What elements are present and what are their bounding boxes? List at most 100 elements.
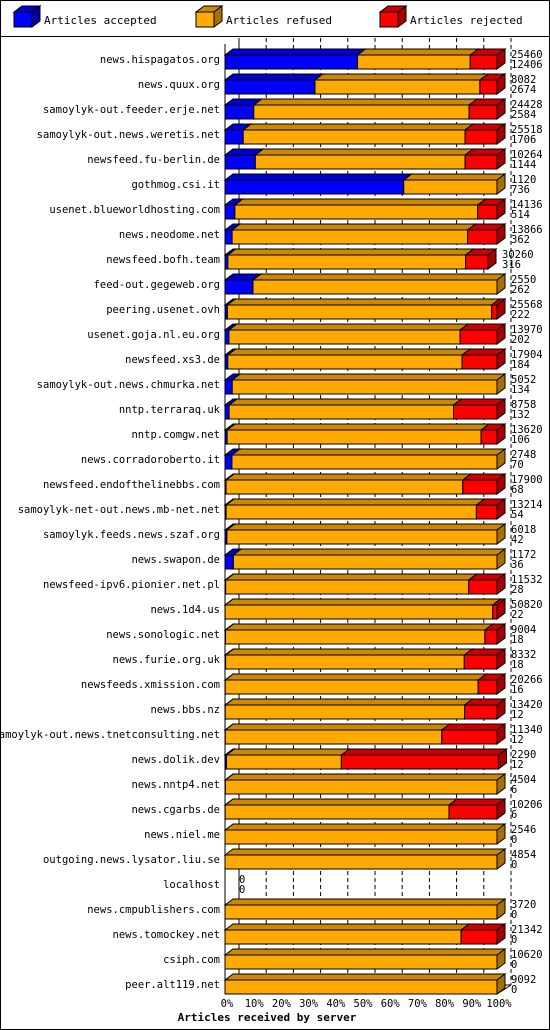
x-tick-label: 30% [299, 998, 319, 1010]
bar-segment-articles-refused-top [224, 623, 495, 631]
accepted-value-label: 0 [511, 859, 517, 871]
total-value-label: 24428 [511, 99, 543, 111]
bar-segment-articles-refused-side [496, 523, 506, 545]
category-label: news.dolik.dev [131, 754, 220, 766]
legend-swatch-articles-accepted-front [13, 11, 33, 28]
bar-segment-articles-rejected [464, 248, 498, 270]
bar-segment-articles-rejected-front [460, 929, 498, 945]
bar-segment-articles-refused-front [357, 54, 471, 70]
bar-segment-articles-rejected [458, 323, 507, 345]
bar-segment-articles-refused [223, 948, 507, 970]
legend-swatch-articles-rejected-side [397, 5, 407, 28]
bar-segment-articles-refused-front [226, 304, 493, 320]
bar-segment-articles-refused-front [231, 379, 498, 395]
bar-segment-articles-accepted-front [224, 554, 234, 570]
total-value-label: 9004 [511, 624, 536, 636]
accepted-value-label: 6 [511, 784, 517, 796]
category-label: news.nntp4.net [131, 779, 220, 791]
accepted-value-label: 6 [511, 809, 517, 821]
bar-segment-articles-rejected-front [441, 729, 498, 745]
bar-segment-articles-refused-top [223, 923, 471, 931]
category-label: news.1d4.us [150, 604, 220, 616]
bar-segment-articles-refused-front [242, 129, 466, 145]
bar-segment-articles-refused-front [314, 79, 481, 95]
bar-segment-articles-rejected-front [464, 154, 498, 170]
bar-segment-articles-refused-side [496, 173, 506, 195]
bar-segment-articles-refused [223, 723, 452, 745]
bar-segment-articles-accepted-front [224, 154, 256, 170]
bar-segment-articles-refused-top [402, 173, 507, 181]
bar-segment-articles-accepted-top [223, 73, 325, 81]
bar-segment-articles-refused-front [225, 629, 486, 645]
bar-segment-articles-accepted [223, 173, 414, 195]
bar-segment-articles-rejected-side [496, 923, 506, 945]
bar-segment-articles-rejected-top [339, 748, 508, 756]
bar-segment-articles-refused-side [496, 973, 506, 995]
bar-segment-articles-refused-top [223, 973, 507, 981]
bar-segment-articles-rejected-front [461, 354, 498, 370]
total-value-label: 11340 [511, 724, 543, 736]
bar-segment-articles-refused [224, 648, 474, 670]
bar-segment-articles-rejected [440, 723, 507, 745]
legend-divider [0, 36, 550, 37]
total-value-label: 10264 [511, 149, 543, 161]
bar-segment-articles-rejected-front [340, 754, 499, 770]
accepted-value-label: 514 [511, 209, 530, 221]
x-tick-label: 70% [408, 998, 428, 1010]
bar-segment-articles-refused [223, 898, 507, 920]
bar-segment-articles-refused [230, 373, 507, 395]
accepted-value-label: 42 [511, 534, 524, 546]
bar-segment-articles-accepted-front [224, 204, 236, 220]
bar-segment-articles-refused-top [223, 598, 503, 606]
category-label: news.tomockey.net [113, 929, 220, 941]
category-label: newsfeed.bofh.team [106, 254, 220, 266]
bar-segment-articles-refused [223, 598, 503, 620]
total-value-label: 5052 [511, 374, 536, 386]
bar-segment-articles-refused [356, 48, 480, 70]
bar-segment-articles-rejected [459, 923, 507, 945]
legend-label-articles-rejected: Articles rejected [410, 14, 523, 27]
bar-segment-articles-rejected-front [467, 229, 498, 245]
bar-segment-articles-refused [227, 398, 464, 420]
total-value-label: 10620 [511, 949, 543, 961]
bar-segment-articles-refused [230, 223, 478, 245]
bar-segment-articles-rejected-top [447, 798, 507, 806]
accepted-value-label: 36 [511, 559, 524, 571]
total-value-label: 25460 [511, 49, 543, 61]
total-value-label: 2546 [511, 824, 536, 836]
bar-segment-articles-refused [223, 973, 507, 995]
legend-swatch-articles-rejected-front [379, 11, 399, 28]
bar-segment-articles-refused [253, 148, 475, 170]
bar-segment-articles-refused [225, 423, 491, 445]
accepted-value-label: 54 [511, 509, 524, 521]
bar-segment-articles-refused-side [496, 548, 506, 570]
bar-segment-articles-rejected-side [496, 223, 506, 245]
bar-segment-articles-refused-front [252, 279, 498, 295]
category-label: samoylyk-out.news.tnetconsulting.net [0, 729, 220, 741]
accepted-value-label: 68 [511, 484, 524, 496]
bar-segment-articles-rejected [491, 598, 507, 620]
bar-segment-articles-rejected-side [487, 248, 497, 270]
category-label: samoylyk-net-out.news.mb-net.net [18, 504, 220, 516]
bar-segment-articles-refused [226, 248, 476, 270]
x-tick-label: 0% [221, 998, 234, 1010]
bar-segment-articles-rejected [476, 198, 507, 220]
category-label: news.swapon.de [131, 554, 220, 566]
bar-segment-articles-refused-top [225, 523, 507, 531]
bar-segment-articles-rejected-front [468, 104, 498, 120]
bar-segment-articles-refused-top [252, 98, 479, 106]
legend-swatch-articles-refused [194, 5, 224, 28]
bar-segment-articles-rejected-side [496, 323, 506, 345]
bar-segment-articles-rejected-front [484, 629, 498, 645]
bar-segment-articles-rejected [463, 698, 507, 720]
category-label: news.corradoroberto.it [81, 454, 220, 466]
category-label: nntp.comgw.net [131, 429, 220, 441]
total-value-label: 2748 [511, 449, 536, 461]
bar-segment-articles-refused-front [224, 829, 498, 845]
accepted-value-label: 184 [511, 359, 530, 371]
category-label: peering.usenet.ovh [106, 304, 220, 316]
total-value-label: 13970 [511, 324, 543, 336]
bar-segment-articles-rejected [467, 573, 507, 595]
bar-segment-articles-refused-front [403, 179, 498, 195]
